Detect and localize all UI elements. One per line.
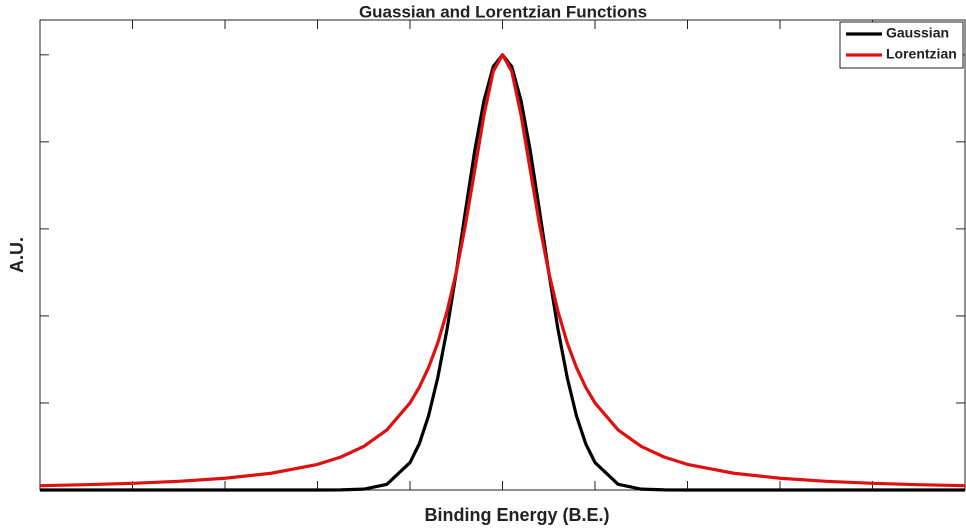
legend-label: Lorentzian [886,46,957,62]
y-axis-label: A.U. [7,237,27,273]
legend-box [839,21,964,69]
chart-title: Guassian and Lorentzian Functions [359,2,647,21]
line-series [39,53,966,488]
legend-label: Gaussian [886,25,949,41]
x-axis-label: Binding Energy (B.E.) [424,505,609,525]
